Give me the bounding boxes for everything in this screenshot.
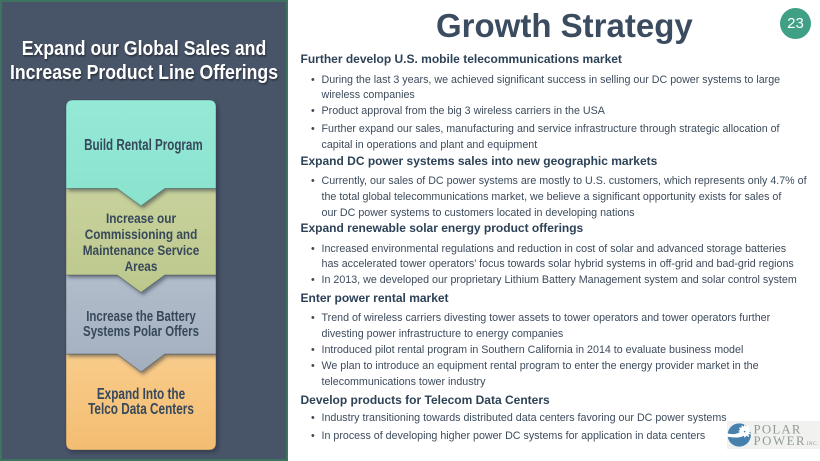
svg-text:INC.: INC. <box>807 441 819 447</box>
svg-text:POLAR: POLAR <box>754 422 802 436</box>
svg-text:POWER: POWER <box>754 434 807 448</box>
